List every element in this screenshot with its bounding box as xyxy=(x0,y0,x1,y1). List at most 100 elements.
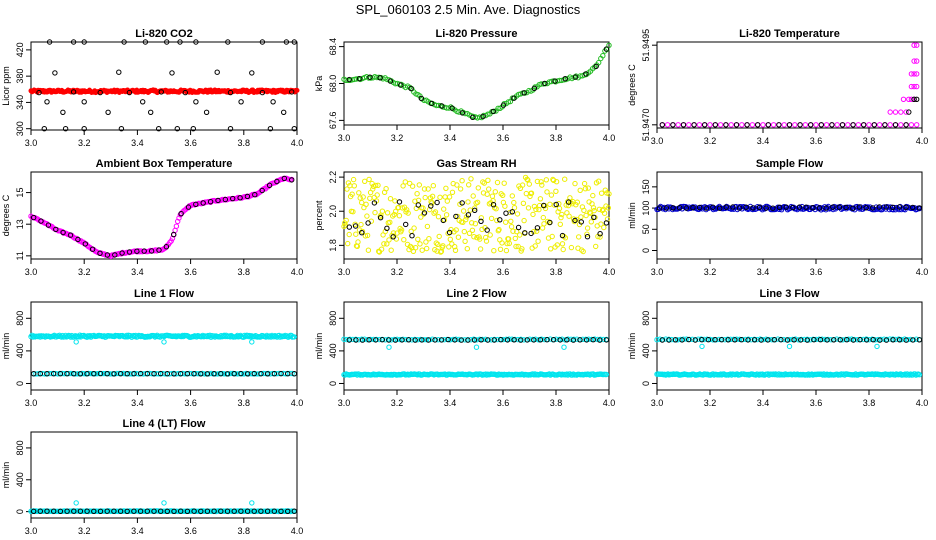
data-point xyxy=(126,249,133,255)
data-point xyxy=(765,337,771,343)
data-point xyxy=(534,228,540,234)
data-point xyxy=(371,200,378,206)
data-point xyxy=(760,122,766,128)
data-point xyxy=(712,122,718,128)
data-point xyxy=(690,205,696,211)
data-point xyxy=(836,204,843,210)
panel-sample: Sample Flow ml/min 3.0 3.2 3.4 3.6 3.8 4.0 0 50 10… xyxy=(627,158,928,277)
series-2-5-min xyxy=(346,46,610,121)
data-point xyxy=(758,337,764,343)
data-point xyxy=(278,508,284,514)
data-point xyxy=(119,250,125,256)
data-point xyxy=(863,205,869,211)
data-point xyxy=(488,215,495,222)
x-tick-label: 3.6 xyxy=(184,267,197,277)
data-point xyxy=(504,337,511,343)
data-point xyxy=(378,246,385,252)
data-point xyxy=(291,334,297,340)
data-point xyxy=(67,232,74,238)
data-point xyxy=(870,337,876,343)
data-point xyxy=(452,247,459,254)
x-tick-label: 3.8 xyxy=(238,138,251,148)
data-point xyxy=(178,508,184,514)
data-point xyxy=(270,99,276,105)
data-point xyxy=(137,370,144,377)
data-point xyxy=(438,337,445,343)
data-point xyxy=(780,205,786,211)
data-point xyxy=(357,195,363,201)
data-point xyxy=(585,185,591,191)
y-tick-label: 67.6 xyxy=(328,112,338,130)
data-point xyxy=(387,196,394,202)
data-point xyxy=(553,179,560,185)
y-tick-label: 0 xyxy=(15,509,25,514)
x-tick-label: 3.8 xyxy=(863,267,876,277)
data-point xyxy=(534,178,541,185)
data-point xyxy=(91,508,97,514)
x-tick-label: 3.8 xyxy=(863,398,876,408)
data-point xyxy=(373,337,379,343)
data-point xyxy=(887,122,893,128)
data-point xyxy=(158,89,165,95)
data-point xyxy=(449,241,455,247)
data-point xyxy=(680,122,687,128)
data-point xyxy=(144,508,151,514)
data-point xyxy=(916,372,923,378)
data-point xyxy=(556,205,563,212)
data-point xyxy=(497,246,504,253)
data-point xyxy=(251,508,257,514)
x-tick-label: 4.0 xyxy=(291,398,304,408)
x-tick-label: 3.6 xyxy=(184,398,197,408)
data-point xyxy=(231,371,237,377)
data-point xyxy=(911,42,917,48)
plot-frame xyxy=(343,301,610,391)
data-point xyxy=(519,246,525,252)
plot-frame xyxy=(30,41,298,131)
data-point xyxy=(204,371,211,377)
panel-pressure: Li-820 Pressure kPa 3.0 3.2 3.4 3.6 3.8 4.0 67.6… xyxy=(314,28,615,143)
y-tick-label: 51.9470 xyxy=(641,109,651,142)
data-point xyxy=(445,336,451,343)
panel-line1: Line 1 Flow ml/min 3.0 3.2 3.4 3.6 3.8 4.0 0 400 8… xyxy=(1,288,303,408)
data-point xyxy=(845,122,851,128)
data-point xyxy=(908,122,915,128)
data-point xyxy=(346,76,352,83)
data-point xyxy=(426,236,432,242)
data-point xyxy=(691,122,697,128)
data-point xyxy=(148,248,155,254)
data-point xyxy=(541,221,547,227)
data-point xyxy=(596,206,603,213)
x-tick-label: 3.2 xyxy=(704,136,717,146)
data-point xyxy=(460,208,467,214)
data-point xyxy=(193,201,199,208)
data-point xyxy=(345,180,352,186)
data-point xyxy=(84,508,90,514)
data-point xyxy=(418,214,424,220)
data-point xyxy=(490,202,497,208)
data-point xyxy=(178,371,184,377)
data-point xyxy=(372,209,378,216)
data-point xyxy=(373,182,379,189)
data-point xyxy=(906,109,912,115)
data-point xyxy=(75,236,81,243)
data-point xyxy=(510,228,516,234)
data-point xyxy=(407,180,413,187)
y-axis-label: degrees C xyxy=(627,64,637,106)
data-point xyxy=(81,39,87,45)
y-tick-label: 400 xyxy=(15,343,25,358)
x-tick-label: 3.6 xyxy=(184,138,197,148)
data-point xyxy=(528,190,535,196)
data-point xyxy=(503,219,509,225)
data-point xyxy=(429,193,436,200)
data-point xyxy=(465,212,472,218)
data-point xyxy=(834,336,840,342)
data-point xyxy=(502,203,508,209)
series-5-sec-dips xyxy=(73,339,255,345)
x-tick-label: 4.0 xyxy=(291,138,304,148)
data-point xyxy=(521,217,527,224)
data-point xyxy=(811,337,817,343)
data-point xyxy=(736,205,743,211)
x-tick-label: 3.4 xyxy=(757,398,770,408)
data-point xyxy=(363,201,369,208)
